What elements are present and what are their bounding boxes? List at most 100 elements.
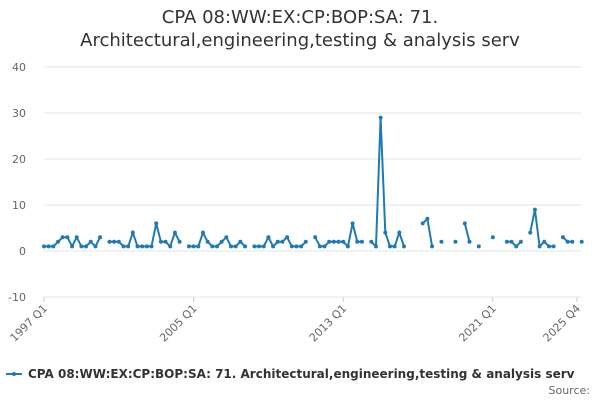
point bbox=[177, 239, 182, 244]
point bbox=[294, 244, 299, 249]
point bbox=[229, 244, 234, 249]
point bbox=[126, 244, 131, 249]
point bbox=[369, 239, 374, 244]
point bbox=[299, 244, 304, 249]
point bbox=[210, 244, 215, 249]
point bbox=[149, 244, 154, 249]
point bbox=[238, 239, 243, 244]
y-tick-label: 20 bbox=[12, 153, 26, 166]
point bbox=[121, 244, 126, 249]
source: Source: bbox=[549, 384, 591, 397]
point bbox=[397, 230, 402, 235]
point bbox=[84, 244, 89, 249]
point bbox=[196, 244, 201, 249]
point bbox=[219, 239, 224, 244]
point bbox=[462, 221, 467, 226]
point bbox=[439, 239, 444, 244]
point bbox=[373, 244, 378, 249]
point bbox=[350, 221, 355, 226]
point bbox=[490, 235, 495, 240]
point bbox=[56, 239, 61, 244]
point bbox=[532, 207, 537, 212]
point bbox=[392, 244, 397, 249]
point bbox=[542, 239, 547, 244]
point bbox=[504, 239, 509, 244]
point bbox=[46, 244, 51, 249]
point bbox=[191, 244, 196, 249]
y-tick-label: 10 bbox=[12, 199, 26, 212]
point bbox=[402, 244, 407, 249]
point bbox=[579, 239, 584, 244]
point bbox=[200, 230, 205, 235]
point bbox=[140, 244, 145, 249]
point bbox=[331, 239, 336, 244]
point bbox=[327, 239, 332, 244]
point bbox=[509, 239, 514, 244]
point bbox=[205, 239, 210, 244]
point bbox=[378, 115, 383, 120]
point bbox=[257, 244, 262, 249]
point bbox=[70, 244, 75, 249]
x-tick-label: 2005 Q1 bbox=[157, 302, 200, 345]
point bbox=[285, 235, 290, 240]
point bbox=[42, 244, 46, 249]
point bbox=[317, 244, 322, 249]
point bbox=[570, 239, 575, 244]
point bbox=[214, 244, 219, 249]
point bbox=[271, 244, 276, 249]
point bbox=[93, 244, 98, 249]
point bbox=[336, 239, 341, 244]
point bbox=[98, 235, 103, 240]
point bbox=[453, 239, 458, 244]
point bbox=[387, 244, 392, 249]
point bbox=[172, 230, 177, 235]
point bbox=[74, 235, 79, 240]
point bbox=[476, 244, 481, 249]
point bbox=[65, 235, 70, 240]
point bbox=[243, 244, 248, 249]
point bbox=[79, 244, 84, 249]
y-tick-label: 0 bbox=[19, 245, 26, 258]
point bbox=[430, 244, 435, 249]
point bbox=[303, 239, 308, 244]
point bbox=[51, 244, 56, 249]
point bbox=[60, 235, 65, 240]
point bbox=[345, 244, 350, 249]
x-tick-label: 2013 Q1 bbox=[307, 302, 350, 345]
chart-title: CPA 08:WW:EX:CP:BOP:SA: 71. Architectura… bbox=[80, 7, 520, 51]
point bbox=[322, 244, 327, 249]
x-tick-label: 1997 Q1 bbox=[8, 302, 51, 345]
point bbox=[565, 239, 570, 244]
point bbox=[135, 244, 140, 249]
point bbox=[551, 244, 556, 249]
series-line bbox=[44, 118, 582, 247]
y-tick-label: 30 bbox=[12, 107, 26, 120]
legend-label: CPA 08:WW:EX:CP:BOP:SA: 71. Architectura… bbox=[28, 367, 575, 381]
point bbox=[168, 244, 173, 249]
point bbox=[163, 239, 168, 244]
point bbox=[383, 230, 388, 235]
point bbox=[537, 244, 542, 249]
point bbox=[130, 230, 135, 235]
point bbox=[546, 244, 551, 249]
point bbox=[275, 239, 280, 244]
point bbox=[467, 239, 472, 244]
point bbox=[144, 244, 149, 249]
x-tick-label: 2025 Q4 bbox=[541, 302, 584, 345]
point bbox=[116, 239, 121, 244]
point bbox=[266, 235, 271, 240]
x-tick-label: 2021 Q1 bbox=[456, 302, 499, 345]
legend-marker bbox=[12, 372, 16, 376]
point bbox=[261, 244, 266, 249]
point bbox=[88, 239, 93, 244]
point bbox=[313, 235, 318, 240]
point bbox=[107, 239, 112, 244]
point bbox=[280, 239, 285, 244]
point bbox=[186, 244, 191, 249]
point bbox=[528, 230, 533, 235]
point bbox=[154, 221, 159, 226]
point bbox=[112, 239, 117, 244]
point bbox=[158, 239, 163, 244]
